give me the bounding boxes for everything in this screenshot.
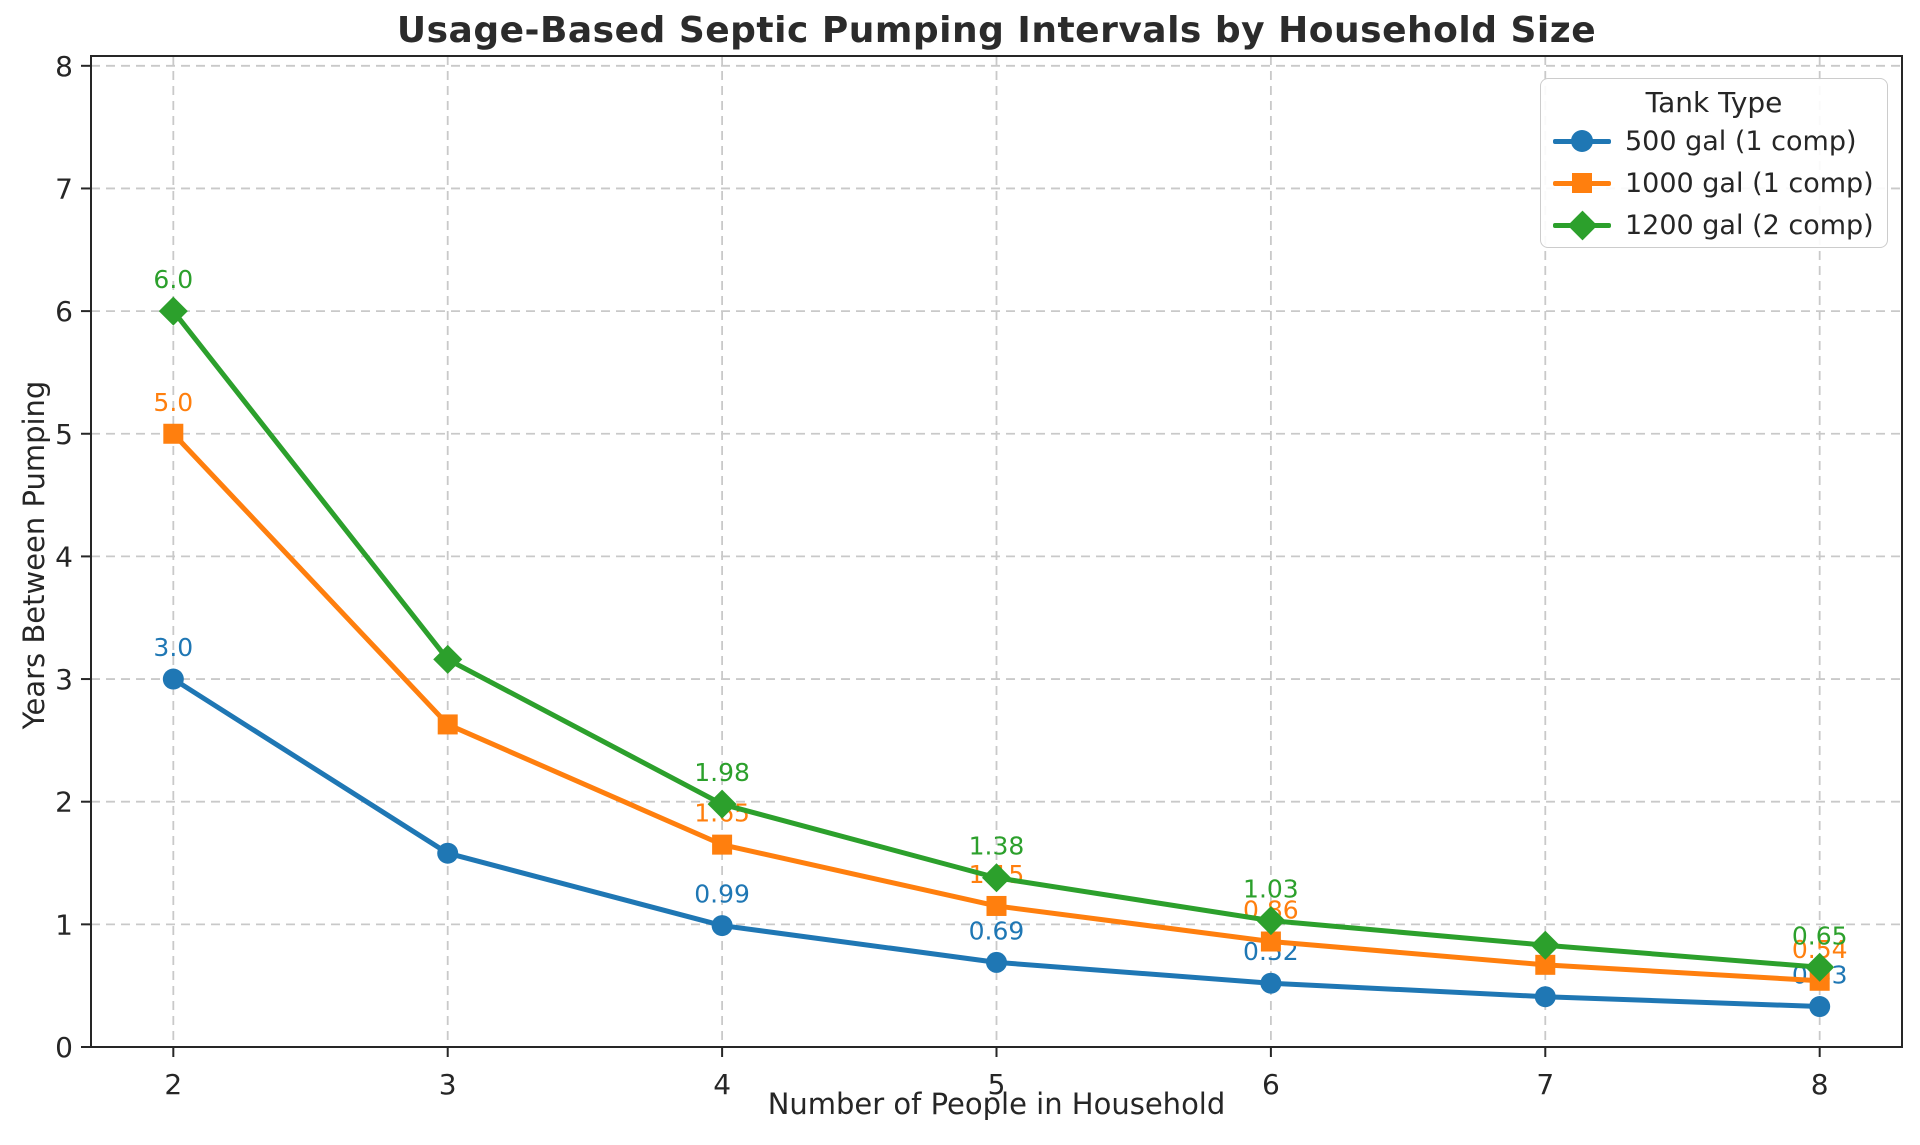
square-marker-icon xyxy=(437,714,458,735)
x-tick-label: 2 xyxy=(164,1068,182,1101)
diamond-marker-icon xyxy=(982,863,1011,893)
y-axis-label: Years Between Pumping xyxy=(17,380,51,730)
data-label: 3.0 xyxy=(153,633,193,662)
y-tick-label: 8 xyxy=(55,50,73,83)
legend: Tank Type 500 gal (1 comp) 1000 gal (1 c… xyxy=(1540,78,1888,248)
diamond-marker-icon xyxy=(433,644,463,674)
legend-item-label: 1000 gal (1 comp) xyxy=(1625,167,1874,199)
x-tick-label: 7 xyxy=(1536,1068,1554,1101)
data-label: 1.03 xyxy=(1243,875,1299,904)
legend-item-label: 500 gal (1 comp) xyxy=(1625,125,1857,157)
y-tick-label: 1 xyxy=(55,908,73,941)
square-marker-icon xyxy=(1260,931,1281,952)
square-marker-icon xyxy=(1572,173,1592,193)
circle-marker-icon xyxy=(1260,972,1282,994)
diamond-marker-icon xyxy=(1530,930,1560,960)
circle-marker-icon xyxy=(162,668,184,690)
legend-item-label: 1200 gal (2 comp) xyxy=(1625,209,1874,241)
diamond-marker-icon xyxy=(1567,210,1597,240)
circle-marker-icon xyxy=(1809,996,1831,1018)
data-label: 0.65 xyxy=(1792,921,1848,950)
y-tick-label: 6 xyxy=(55,295,73,328)
circle-marker-icon xyxy=(437,842,459,864)
square-marker-icon xyxy=(1535,954,1556,975)
x-tick-label: 3 xyxy=(439,1068,457,1101)
y-tick-label: 7 xyxy=(55,172,73,205)
circle-marker-icon xyxy=(1534,986,1556,1008)
data-label: 1.98 xyxy=(694,758,750,787)
diamond-marker-icon xyxy=(1805,952,1835,982)
x-tick-label: 4 xyxy=(713,1068,731,1101)
legend-item: 1000 gal (1 comp) xyxy=(1541,162,1887,204)
square-marker-icon xyxy=(163,423,184,444)
legend-sample xyxy=(1553,204,1611,246)
legend-sample xyxy=(1553,120,1611,162)
data-label: 5.0 xyxy=(153,388,193,417)
diamond-marker-icon xyxy=(1256,906,1286,936)
data-label: 0.69 xyxy=(969,916,1025,945)
x-tick-label: 6 xyxy=(1262,1068,1280,1101)
x-tick-label: 5 xyxy=(988,1068,1006,1101)
x-axis-label: Number of People in Household xyxy=(767,1087,1226,1121)
y-tick-label: 0 xyxy=(55,1031,73,1064)
diamond-marker-icon xyxy=(158,296,188,326)
legend-sample xyxy=(1553,162,1611,204)
data-label: 6.0 xyxy=(153,265,193,294)
circle-marker-icon xyxy=(711,915,733,937)
legend-item: 500 gal (1 comp) xyxy=(1541,120,1887,162)
y-tick-label: 2 xyxy=(55,786,73,819)
data-label: 1.38 xyxy=(969,832,1025,861)
chart-title: Usage-Based Septic Pumping Intervals by … xyxy=(396,10,1597,51)
y-tick-label: 4 xyxy=(55,540,73,573)
y-tick-label: 5 xyxy=(55,418,73,451)
legend-title: Tank Type xyxy=(1645,86,1783,119)
x-tick-label: 8 xyxy=(1811,1068,1829,1101)
y-tick-label: 3 xyxy=(55,663,73,696)
data-label: 0.99 xyxy=(694,880,750,909)
circle-marker-icon xyxy=(986,951,1007,973)
legend-item: 1200 gal (2 comp) xyxy=(1541,204,1887,246)
circle-marker-icon xyxy=(1571,130,1593,152)
square-marker-icon xyxy=(712,834,733,855)
diamond-marker-icon xyxy=(707,789,737,819)
square-marker-icon xyxy=(986,895,1007,916)
